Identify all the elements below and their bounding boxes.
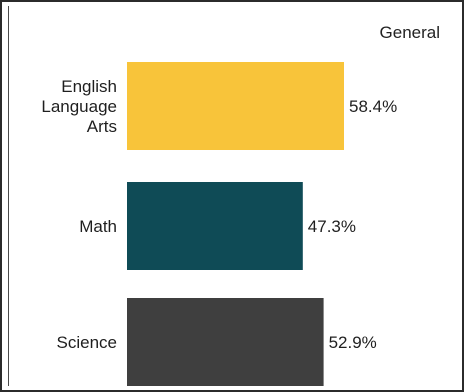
bar-1 [127,182,303,270]
value-label-1: 47.3% [308,217,356,236]
legend-label: General [380,23,440,42]
category-label-line: Arts [87,117,117,136]
chart-left-rule [8,6,9,386]
bar-2 [127,298,324,386]
category-label-0: English Language Arts [41,77,117,136]
value-label-0: 58.4% [349,97,397,116]
category-label-1: Math [79,217,117,236]
value-label-2: 52.9% [329,333,377,352]
category-label-line: Language [41,97,117,116]
bars-layer: 58.4% English Language Arts 47.3% Math 52.9% Sc… [41,62,397,386]
category-label-2: Science [57,333,117,352]
category-label-line: Science [57,333,117,352]
category-label-line: English [61,77,117,96]
category-label-line: Math [79,217,117,236]
bar-0 [127,62,344,150]
